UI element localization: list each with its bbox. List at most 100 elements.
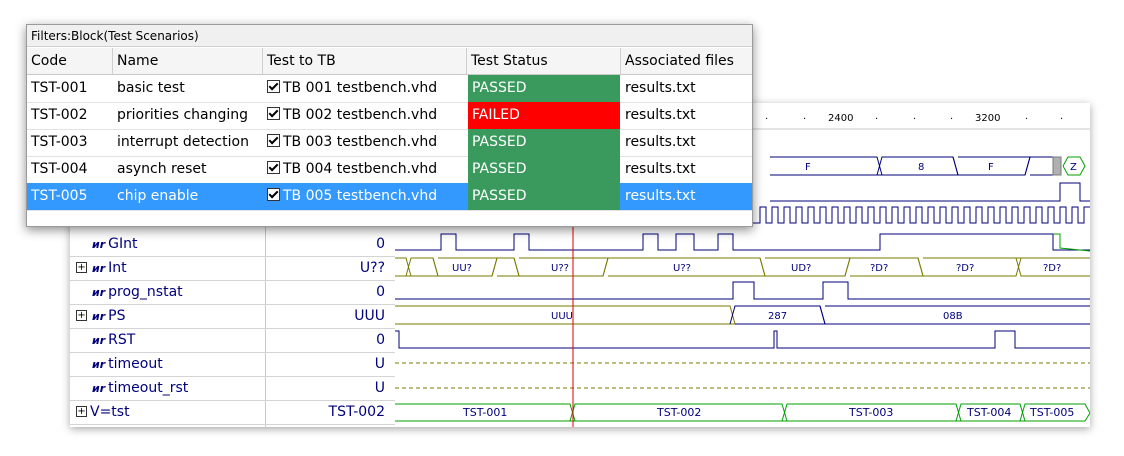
- signal-row[interactable]: + V=tst TST-002: [70, 400, 395, 425]
- signal-row[interactable]: ᴎr GInt 0: [70, 232, 395, 257]
- PS-bus-label: UUU: [551, 311, 573, 322]
- cell-name: basic test: [117, 80, 185, 96]
- signal-name[interactable]: ᴎr timeout_rst: [70, 376, 265, 400]
- signal-row[interactable]: ᴎr prog_nstat 0: [70, 280, 395, 305]
- checkbox-icon[interactable]: [267, 188, 280, 201]
- table-row[interactable]: TST-002 priorities changing TB 002 testb…: [27, 102, 752, 130]
- signal-name-label: PS: [108, 308, 126, 324]
- wave-GInt-tail: [1053, 233, 1090, 252]
- column-header-associated-files[interactable]: Associated files: [625, 53, 734, 69]
- signal-name[interactable]: ᴎr prog_nstat: [70, 280, 265, 304]
- expand-icon[interactable]: +: [76, 310, 87, 321]
- signal-row[interactable]: ᴎr timeout_rst U: [70, 376, 395, 401]
- top-bus-label: Z: [1070, 162, 1077, 173]
- cell-associated-file[interactable]: results.txt: [625, 161, 696, 177]
- top-bus-label: F: [805, 162, 811, 173]
- wave-RST: [395, 330, 1090, 349]
- table-header: Code Name Test to TB Test Status Associa…: [27, 48, 752, 75]
- signal-name-label: GInt: [108, 236, 138, 252]
- ruler-dot: ·: [1060, 114, 1063, 125]
- signal-name[interactable]: + ᴎr PS: [70, 304, 265, 328]
- signal-name-label: timeout: [108, 356, 163, 372]
- column-header-test-to-tb[interactable]: Test to TB: [263, 48, 467, 74]
- signal-icon: ᴎr: [92, 262, 106, 275]
- PS-bus-label: 287: [768, 311, 787, 322]
- Int-bus-label: UU?: [452, 263, 472, 274]
- cell-tb-label: TB 005 testbench.vhd: [283, 188, 438, 204]
- cell-status: PASSED: [468, 129, 620, 156]
- signal-name[interactable]: + ᴎr Int: [70, 256, 265, 280]
- Int-bus-label: ?D?: [870, 263, 888, 274]
- cell-tb-label: TB 001 testbench.vhd: [283, 80, 438, 96]
- table-row-selected[interactable]: TST-005 chip enable TB 005 testbench.vhd…: [27, 183, 752, 211]
- signal-value: TST-002: [328, 404, 385, 420]
- wave-Int: [395, 257, 1090, 277]
- signal-icon: ᴎr: [92, 382, 106, 395]
- Int-bus-labels: UU? U?? U?? UD? ?D? ?D? ?D?: [452, 263, 1061, 274]
- PS-bus-labels: UUU 287 08B: [551, 311, 963, 322]
- tst-bus-labels: TST-001 TST-002 TST-003 TST-004 TST-005: [462, 406, 1074, 419]
- signal-name[interactable]: ᴎr GInt: [70, 232, 265, 256]
- cell-tb-label: TB 004 testbench.vhd: [283, 161, 438, 177]
- cell-associated-file[interactable]: results.txt: [625, 80, 696, 96]
- column-header-test-status[interactable]: Test Status: [467, 48, 621, 74]
- signal-name[interactable]: ᴎr timeout: [70, 352, 265, 376]
- expand-icon[interactable]: +: [76, 262, 87, 273]
- column-divider[interactable]: [265, 103, 266, 427]
- table-row[interactable]: TST-004 asynch reset TB 004 testbench.vh…: [27, 156, 752, 184]
- cell-name: asynch reset: [117, 161, 207, 177]
- ruler-dot: ·: [765, 114, 768, 125]
- cell-associated-file[interactable]: results.txt: [625, 107, 696, 123]
- checkbox-icon[interactable]: [267, 161, 280, 174]
- signal-row[interactable]: + ᴎr PS UUU: [70, 304, 395, 329]
- expand-icon[interactable]: +: [76, 406, 87, 417]
- cell-code: TST-001: [31, 80, 88, 96]
- top-bus-labels: F 8 F Z: [805, 162, 1077, 173]
- signal-value: U: [374, 380, 385, 396]
- ruler-tick-label: 3200: [975, 113, 1000, 124]
- cell-name: interrupt detection: [117, 134, 249, 150]
- signal-name-label: RST: [108, 332, 136, 348]
- column-header-name[interactable]: Name: [113, 48, 263, 74]
- cell-code: TST-003: [31, 134, 88, 150]
- cell-tb-label: TB 003 testbench.vhd: [283, 134, 438, 150]
- tst-bus-label: TST-003: [848, 406, 893, 419]
- signal-value: 0: [376, 332, 385, 348]
- signal-value: UUU: [354, 308, 385, 324]
- clock-wave: [395, 206, 1090, 224]
- tst-bus-label: TST-005: [1029, 406, 1074, 419]
- cell-associated-file[interactable]: results.txt: [625, 188, 696, 204]
- cell-associated-file[interactable]: results.txt: [625, 134, 696, 150]
- waveform-canvas[interactable]: · · · · · · · 2400 3200 F 8 F Z: [70, 103, 1090, 427]
- signal-name[interactable]: ᴎr RST: [70, 328, 265, 352]
- tst-bus-label: TST-001: [462, 406, 507, 419]
- signal-icon: ᴎr: [92, 310, 106, 323]
- covered-wire: [770, 182, 1090, 202]
- table-row[interactable]: TST-003 interrupt detection TB 003 testb…: [27, 129, 752, 157]
- cell-code: TST-004: [31, 161, 88, 177]
- cell-name: chip enable: [117, 188, 199, 204]
- column-header-code[interactable]: Code: [27, 48, 113, 74]
- cell-code: TST-002: [31, 107, 88, 123]
- signal-row[interactable]: ᴎr timeout U: [70, 352, 395, 377]
- checkbox-icon[interactable]: [267, 80, 280, 93]
- Int-bus-label: UD?: [791, 263, 811, 274]
- checkbox-icon[interactable]: [267, 134, 280, 147]
- signal-row[interactable]: ᴎr RST 0: [70, 328, 395, 353]
- ruler-dot: ·: [913, 114, 916, 125]
- signal-row[interactable]: + ᴎr Int U??: [70, 256, 395, 281]
- test-scenarios-table[interactable]: Filters:Block(Test Scenarios) Code Name …: [26, 24, 753, 227]
- cell-status: PASSED: [468, 183, 620, 210]
- cell-tb-label: TB 002 testbench.vhd: [283, 107, 438, 123]
- signal-icon: ᴎr: [92, 238, 106, 251]
- signal-name-label: timeout_rst: [108, 380, 189, 396]
- cell-test-to-tb: TB 005 testbench.vhd: [263, 183, 467, 210]
- tst-bus-label: TST-002: [656, 406, 701, 419]
- table-title: Filters:Block(Test Scenarios): [27, 25, 752, 47]
- Int-bus-label: U??: [551, 263, 569, 274]
- signal-name-label: V=tst: [90, 404, 130, 420]
- checkbox-icon[interactable]: [267, 107, 280, 120]
- signal-name[interactable]: + V=tst: [70, 400, 265, 424]
- table-row[interactable]: TST-001 basic test TB 001 testbench.vhd …: [27, 75, 752, 103]
- signal-name-label: prog_nstat: [108, 284, 183, 300]
